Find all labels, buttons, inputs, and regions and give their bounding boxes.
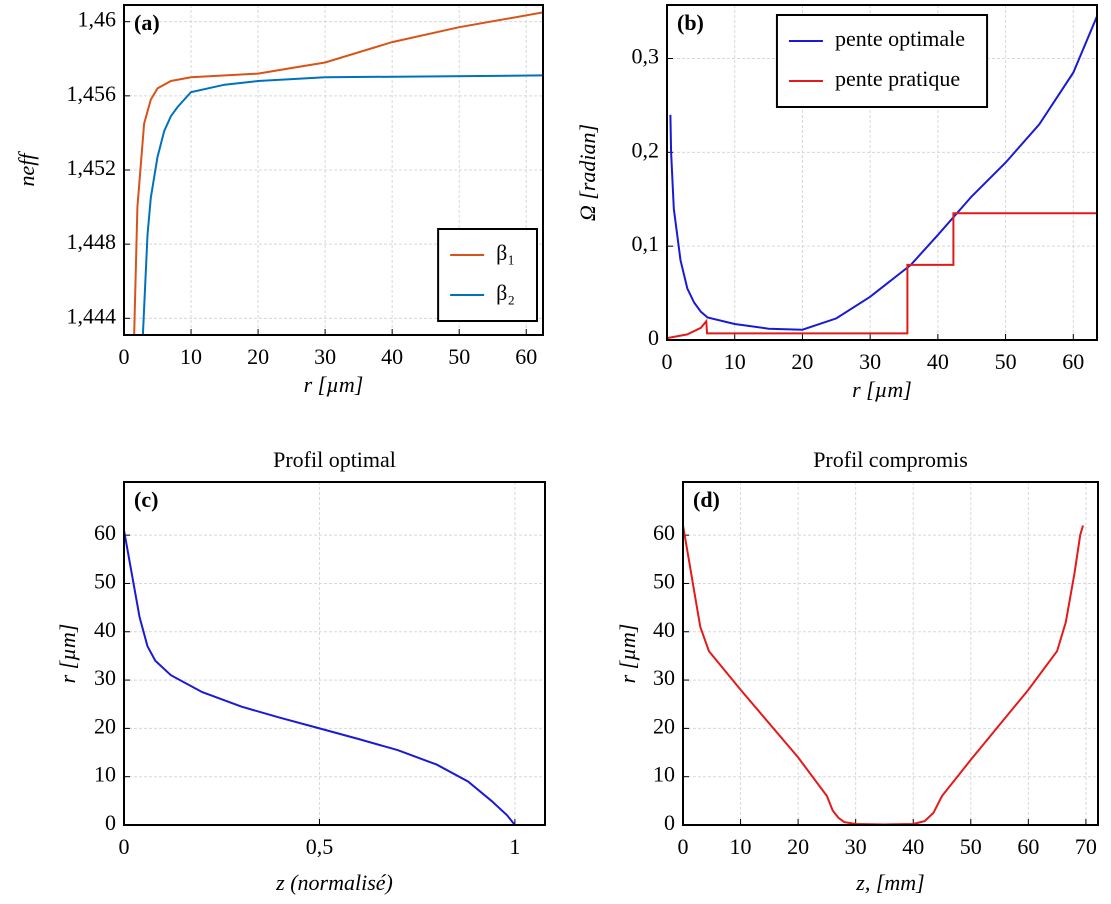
axes-frame (123, 4, 544, 336)
y-tick-label: 30 (94, 665, 116, 690)
y-axis-label: neff (14, 151, 39, 187)
series-line (133, 11, 543, 335)
y-axis-label: r [µm] (55, 624, 80, 684)
y-tick-label: 1,456 (67, 81, 117, 106)
x-axis-label: z, [mm] (855, 870, 924, 895)
legend-frame (437, 228, 538, 322)
y-tick-label: 1,452 (67, 155, 117, 180)
x-tick-label: 60 (1062, 349, 1084, 374)
legend-label: pente pratique (835, 66, 960, 91)
legend: β₁ β₂ (437, 228, 538, 322)
y-tick-label: 30 (653, 665, 675, 690)
x-tick-label: 50 (448, 344, 470, 369)
y-tick-label: 40 (94, 617, 116, 642)
x-tick-label: 50 (960, 834, 982, 859)
y-tick-label: 0,3 (632, 44, 660, 69)
x-axis-label: r [µm] (852, 377, 912, 402)
x-tick-label: 30 (314, 344, 336, 369)
y-tick-label: 20 (653, 713, 675, 738)
panel-label: (d) (693, 487, 720, 512)
x-tick-label: 40 (381, 344, 403, 369)
y-tick-label: 50 (653, 568, 675, 593)
y-tick-label: 60 (653, 520, 675, 545)
legend-frame (775, 14, 989, 108)
x-axis-label: r [µm] (304, 372, 364, 397)
y-tick-label: 20 (94, 713, 116, 738)
x-tick-label: 0,5 (306, 834, 334, 859)
x-tick-label: 60 (1017, 834, 1039, 859)
y-tick-label: 50 (94, 568, 116, 593)
x-tick-label: 40 (902, 834, 924, 859)
x-tick-label: 50 (995, 349, 1017, 374)
x-tick-label: 20 (791, 349, 813, 374)
x-tick-label: 60 (515, 344, 537, 369)
x-tick-label: 30 (859, 349, 881, 374)
y-tick-label: 1,448 (67, 229, 117, 254)
series-line (141, 74, 543, 335)
y-tick-label: 0 (648, 325, 659, 350)
legend-label: β₂ (496, 280, 515, 305)
axes-frame (682, 481, 1099, 826)
y-axis-label: r [µm] (615, 624, 640, 684)
y-tick-label: 40 (653, 617, 675, 642)
x-tick-label: 20 (247, 344, 269, 369)
panel-label: (b) (677, 10, 704, 35)
x-tick-label: 70 (1075, 834, 1097, 859)
x-tick-label: 0 (119, 834, 130, 859)
series-line (669, 15, 1097, 331)
y-axis-label: Ω [radian] (575, 124, 600, 221)
axes-frame (123, 481, 546, 826)
y-tick-label: 1,46 (78, 7, 117, 32)
panel-label: (c) (134, 487, 158, 512)
series-line (667, 212, 1097, 340)
subplot-title: Profil compromis (813, 447, 968, 472)
legend-label: β₁ (496, 240, 515, 265)
x-tick-label: 1 (509, 834, 520, 859)
legend-label: pente optimale (835, 26, 965, 51)
panel-label: (a) (134, 10, 160, 35)
y-tick-label: 60 (94, 520, 116, 545)
x-tick-label: 40 (927, 349, 949, 374)
x-tick-label: 0 (662, 349, 673, 374)
x-axis-label: z (normalisé) (275, 870, 393, 895)
subplot-title: Profil optimal (273, 447, 396, 472)
x-tick-label: 30 (845, 834, 867, 859)
y-tick-label: 10 (94, 762, 116, 787)
y-tick-label: 0,2 (632, 137, 660, 162)
x-tick-label: 20 (787, 834, 809, 859)
x-tick-label: 10 (730, 834, 752, 859)
x-tick-label: 0 (678, 834, 689, 859)
y-tick-label: 0 (105, 810, 116, 835)
x-tick-label: 0 (119, 344, 130, 369)
y-tick-label: 0 (664, 810, 675, 835)
series-line (124, 530, 516, 825)
x-tick-label: 10 (180, 344, 202, 369)
y-tick-label: 10 (653, 762, 675, 787)
axes-frame (666, 4, 1098, 341)
legend: pente optimale pente pratique (775, 14, 989, 108)
series-line (683, 525, 1084, 825)
y-tick-label: 1,444 (67, 303, 117, 328)
x-tick-label: 10 (724, 349, 746, 374)
y-tick-label: 0,1 (632, 231, 660, 256)
